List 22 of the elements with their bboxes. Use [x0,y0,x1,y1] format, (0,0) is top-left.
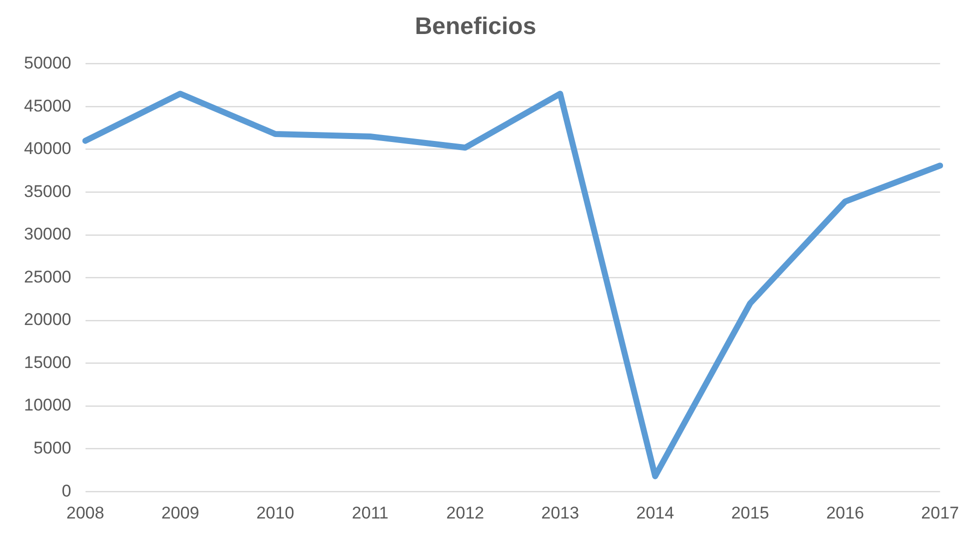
y-tick-label: 0 [62,481,72,500]
x-tick-label: 2011 [352,503,388,522]
y-tick-label: 10000 [24,396,72,415]
y-tick-label: 30000 [24,224,72,244]
x-tick-label: 2014 [636,503,674,522]
y-tick-label: 25000 [24,267,72,286]
x-tick-label: 2010 [256,503,294,522]
y-tick-label: 5000 [33,438,72,458]
chart-title: Beneficios [414,13,536,40]
y-tick-label: 15000 [24,352,72,372]
y-tick-label: 20000 [24,310,72,330]
y-tick-label: 50000 [24,53,72,72]
x-tick-label: 2012 [446,503,484,522]
x-tick-label: 2008 [66,503,104,522]
y-tick-label: 35000 [24,182,72,201]
y-tick-label: 45000 [24,96,72,116]
x-tick-label: 2016 [826,503,864,522]
x-tick-label: 2015 [731,503,770,522]
x-tick-label: 2017 [921,503,960,522]
x-tick-label: 2013 [541,503,580,522]
y-tick-label: 40000 [24,139,72,158]
x-tick-label: 2009 [161,503,200,522]
